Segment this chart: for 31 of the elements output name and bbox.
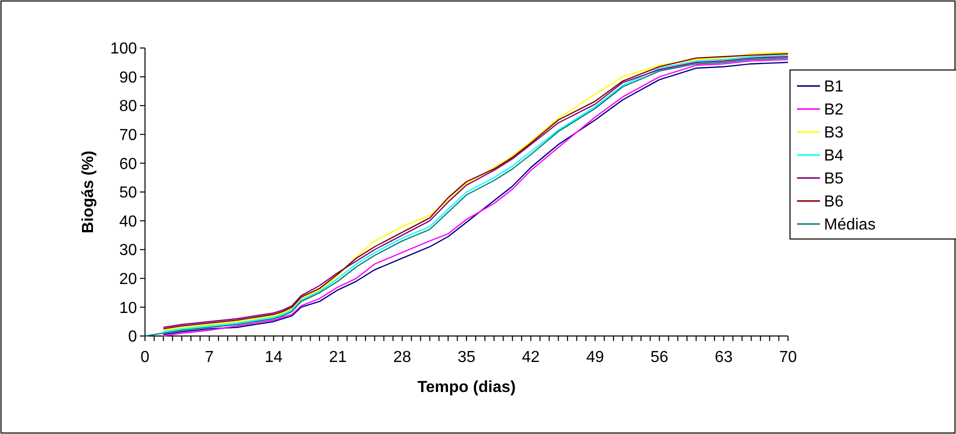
legend-label: B2: [824, 102, 844, 119]
y-tick-label: 70: [119, 127, 138, 144]
y-tick-label: 80: [119, 98, 138, 116]
y-tick-label: 0: [128, 328, 138, 346]
y-tick-label: 60: [119, 156, 138, 173]
x-tick-label: 70: [779, 349, 797, 366]
y-tick-label: 50: [119, 184, 138, 202]
x-tick-label: 7: [204, 349, 214, 366]
legend-label: B5: [824, 170, 844, 188]
legend-label: B1: [824, 78, 844, 96]
legend-label: B3: [824, 124, 844, 142]
y-axis-title: Biogás (%): [80, 150, 97, 234]
x-tick-label: 56: [650, 349, 668, 366]
x-tick-label: 49: [586, 349, 604, 366]
x-tick-label: 14: [264, 349, 283, 366]
legend-label: B6: [824, 194, 844, 211]
x-tick-label: 0: [140, 349, 150, 366]
x-tick-label: 42: [522, 349, 540, 366]
y-tick-label: 20: [119, 271, 138, 288]
x-tick-label: 35: [458, 349, 476, 366]
y-tick-label: 10: [119, 300, 138, 317]
x-axis-title: Tempo (dias): [417, 379, 516, 396]
x-tick-label: 21: [329, 349, 347, 366]
x-tick-label: 28: [393, 349, 412, 366]
legend-label: Médias: [824, 216, 876, 234]
y-tick-label: 30: [119, 242, 138, 260]
y-tick-label: 100: [110, 40, 138, 58]
y-tick-label: 90: [119, 69, 138, 86]
y-tick-label: 40: [119, 213, 138, 230]
x-tick-label: 63: [714, 349, 733, 366]
legend-label: B4: [824, 148, 844, 165]
